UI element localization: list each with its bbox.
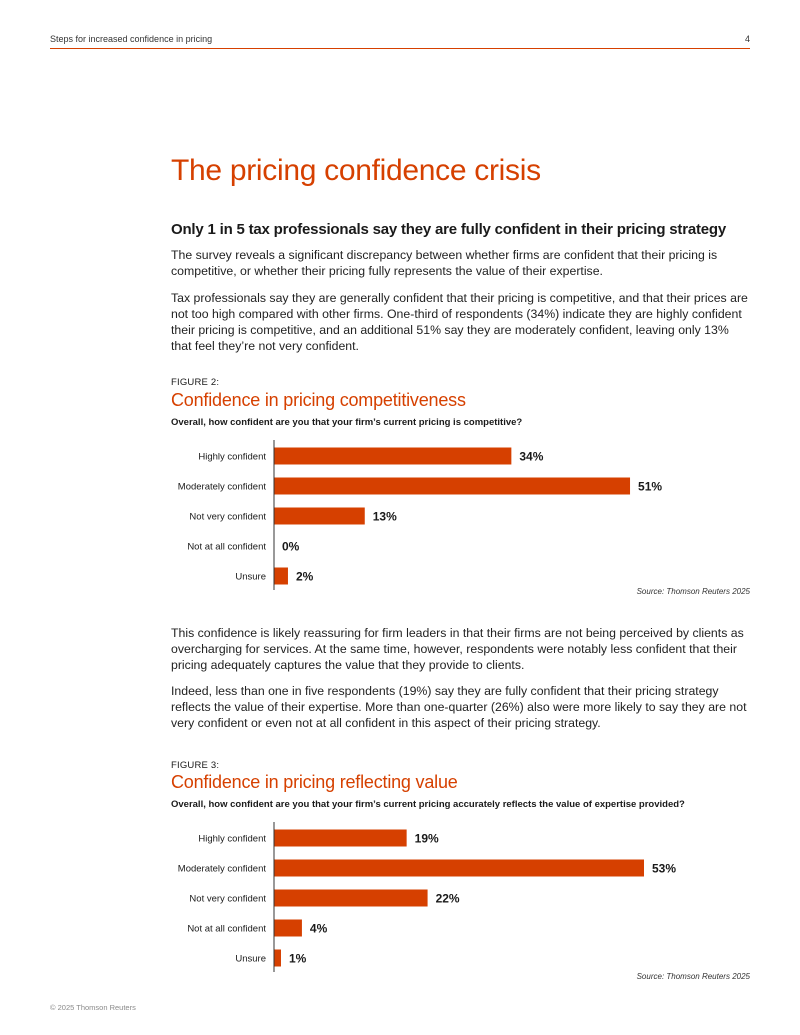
page-number: 4 [744, 34, 750, 44]
bar [274, 949, 281, 967]
data-label: 19% [415, 832, 439, 846]
bar [274, 447, 512, 465]
data-label: 51% [638, 480, 662, 494]
paragraph-3: This confidence is likely reassuring for… [171, 626, 744, 672]
bar [274, 829, 407, 847]
paragraph-4: Indeed, less than one in five respondent… [171, 684, 747, 730]
running-header: Steps for increased confidence in pricin… [50, 34, 750, 44]
category-label: Highly confident [198, 834, 266, 845]
category-label: Unsure [235, 954, 266, 965]
figure2-bar-chart: Highly confident 34% Moderately confident 5… [178, 440, 662, 590]
category-label: Not at all confident [187, 542, 266, 553]
figure2-title: Confidence in pricing competitiveness [171, 390, 466, 410]
data-label: 2% [296, 570, 314, 584]
paragraph-2: Tax professionals say they are generally… [171, 291, 748, 353]
category-label: Highly confident [198, 452, 266, 463]
data-label: 1% [289, 952, 307, 966]
bar [274, 567, 288, 585]
data-label: 13% [373, 510, 397, 524]
data-label: 22% [436, 892, 460, 906]
bar [274, 507, 365, 525]
figure3-bar-chart: Highly confident 19% Moderately confident 5… [178, 822, 676, 972]
figure3-label: FIGURE 3: [171, 760, 220, 771]
data-label: 53% [652, 862, 676, 876]
footer-copyright: © 2025 Thomson Reuters [50, 1003, 136, 1012]
header-divider [50, 48, 750, 49]
figure2-source: Source: Thomson Reuters 2025 [636, 587, 750, 596]
data-label: 4% [310, 922, 328, 936]
figure3-source: Source: Thomson Reuters 2025 [636, 972, 750, 981]
figure3-title: Confidence in pricing reflecting value [171, 772, 458, 792]
running-title: Steps for increased confidence in pricin… [50, 34, 213, 44]
figure2-label: FIGURE 2: [171, 377, 220, 388]
category-label: Not very confident [189, 894, 266, 905]
category-label: Not at all confident [187, 924, 266, 935]
page-title: The pricing confidence crisis [171, 154, 541, 187]
data-label: 34% [519, 450, 543, 464]
category-label: Unsure [235, 572, 266, 583]
figure2-chart: Highly confident 34% Moderately confident 5… [0, 440, 800, 595]
figure3-chart: Highly confident 19% Moderately confident 5… [0, 822, 800, 977]
bar [274, 477, 631, 495]
paragraph-1: The survey reveals a significant discrep… [171, 248, 718, 278]
bar [274, 889, 428, 907]
category-label: Not very confident [189, 512, 266, 523]
bar [274, 859, 644, 877]
data-label: 0% [282, 540, 300, 554]
category-label: Moderately confident [178, 482, 267, 493]
figure2-question: Overall, how confident are you that your… [171, 417, 523, 428]
bar [274, 919, 302, 937]
category-label: Moderately confident [178, 864, 267, 875]
figure3-question: Overall, how confident are you that your… [171, 799, 685, 810]
section-heading: Only 1 in 5 tax professionals say they a… [171, 221, 727, 238]
